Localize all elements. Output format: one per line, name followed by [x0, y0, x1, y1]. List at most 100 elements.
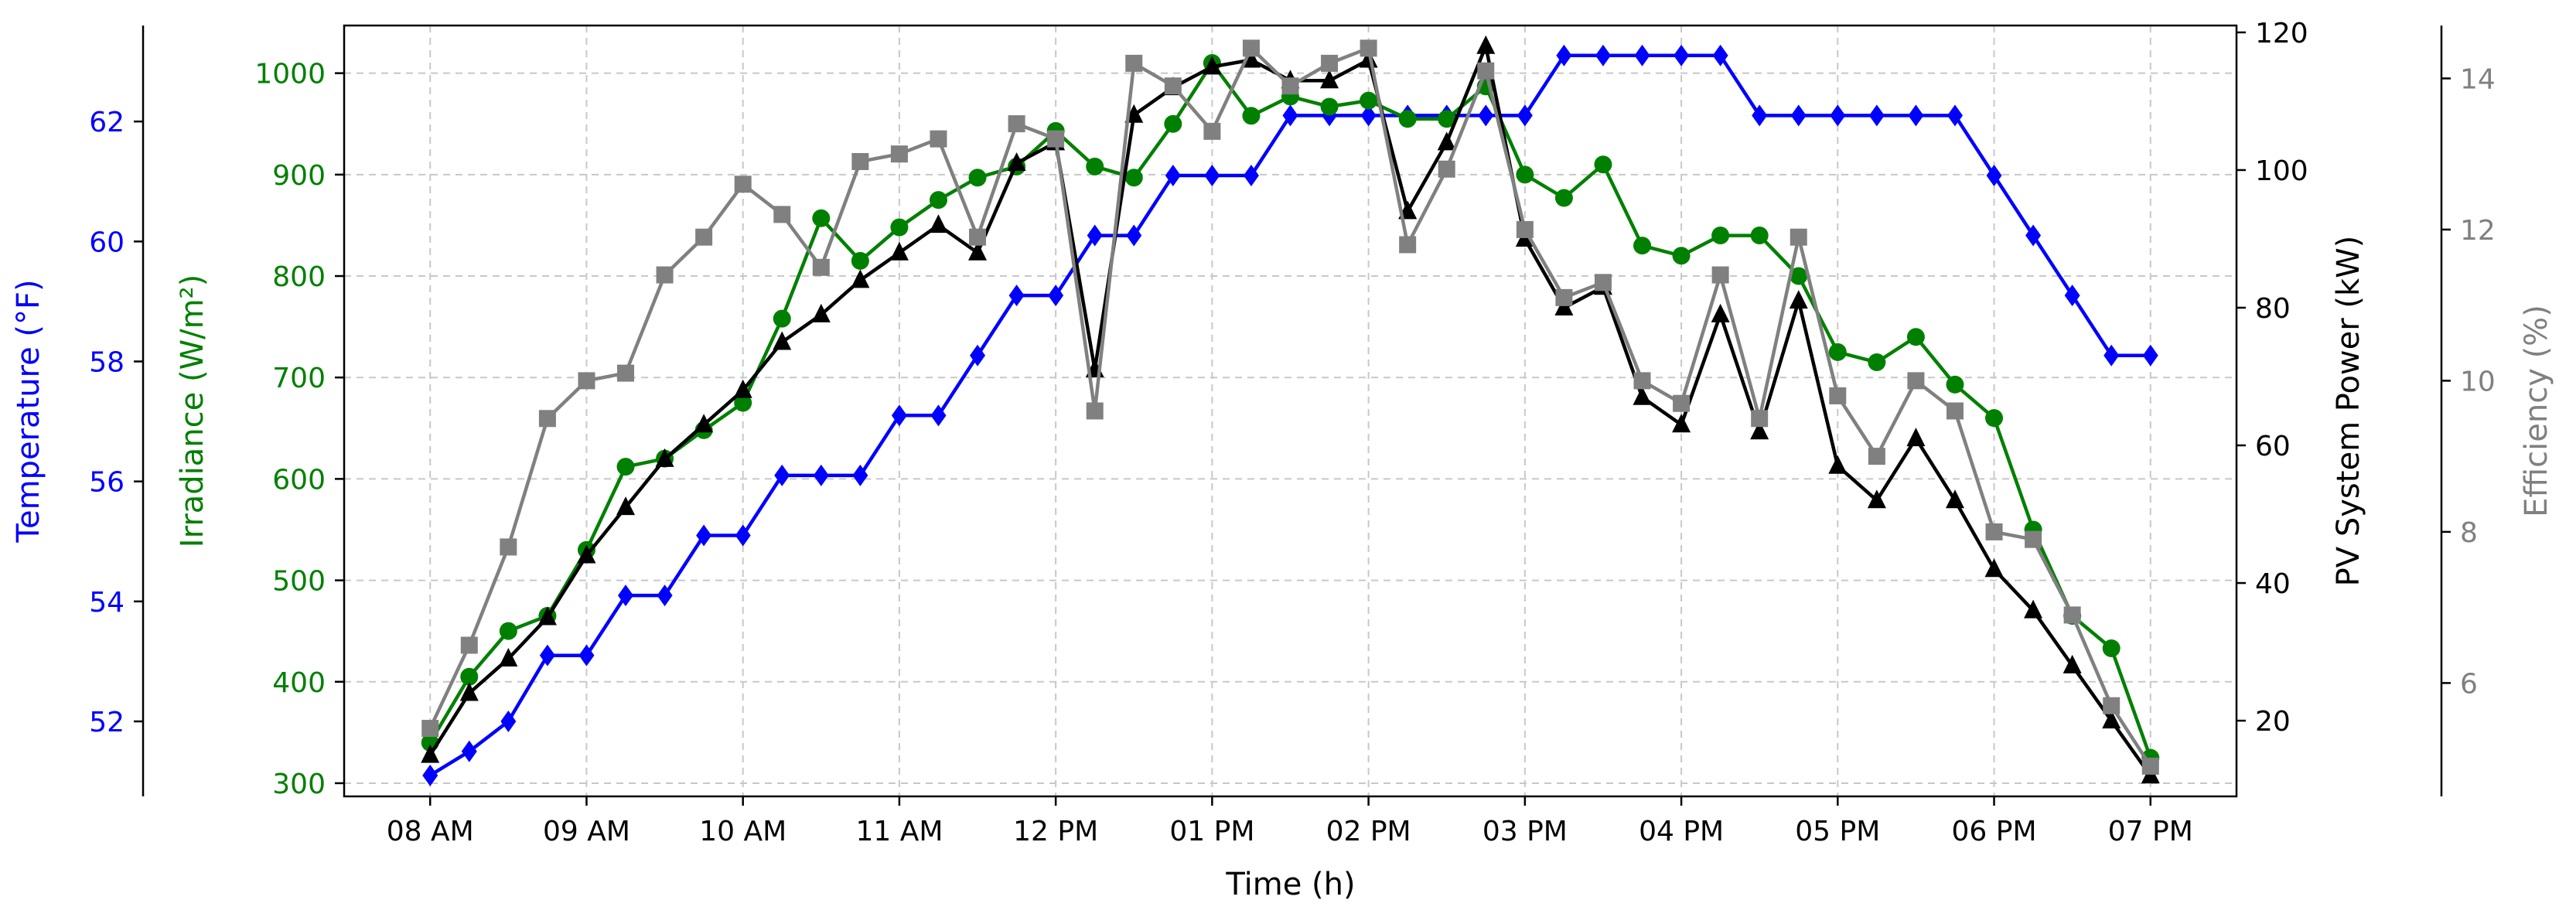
- efficiency-data-point: [1673, 394, 1691, 412]
- irradiance-tick-label: 900: [272, 160, 326, 192]
- temperature-data-point: [970, 344, 986, 366]
- efficiency-data-point: [812, 258, 830, 276]
- temperature-data-point: [813, 464, 829, 486]
- efficiency-data-point: [1751, 410, 1769, 428]
- irradiance-tick-label: 700: [272, 363, 326, 394]
- axes: 08 AM 09 AM 10 AM 11 AM 12 PM 01 PM 02 PM 03 PM…: [89, 18, 2496, 847]
- temperature-data-point: [1712, 44, 1728, 66]
- efficiency-data-point: [1477, 62, 1495, 80]
- efficiency-data-point: [1321, 54, 1339, 72]
- power-data-point: [1906, 428, 1926, 447]
- power-data-point: [2063, 654, 2082, 673]
- efficiency-data-point: [538, 410, 556, 428]
- power-data-point: [537, 606, 557, 626]
- efficiency-data-point: [1516, 220, 1534, 238]
- power-data-point: [1554, 296, 1574, 315]
- x-axis-title: Time (h): [1225, 867, 1355, 902]
- temperature-data-point: [1360, 104, 1377, 127]
- efficiency-data-point: [773, 206, 791, 223]
- power-data-point: [1750, 421, 1769, 440]
- temperature-data-point: [1830, 104, 1846, 127]
- temperature-data-point: [1087, 224, 1103, 247]
- power-data-point: [1984, 558, 2004, 578]
- irradiance-tick-label: 1000: [254, 59, 326, 90]
- power-data-point: [1789, 290, 1808, 309]
- efficiency-axis-title: Efficiency (%): [2519, 305, 2554, 517]
- irradiance-data-point: [812, 209, 831, 227]
- power-data-point: [1007, 152, 1026, 172]
- power-data-point: [1867, 489, 1886, 509]
- power-data-point: [421, 744, 440, 763]
- temperature-data-point: [1282, 104, 1298, 127]
- power-data-point: [1203, 56, 1222, 75]
- efficiency-data-point: [500, 538, 517, 556]
- temperature-data-point: [774, 464, 790, 486]
- power-data-point: [1320, 70, 1339, 89]
- x-tick-label: 09 AM: [543, 816, 630, 847]
- power-tick-label: 20: [2255, 706, 2291, 738]
- power-data-point: [773, 331, 792, 350]
- power-data-point: [1241, 49, 1261, 68]
- power-data-point: [1437, 131, 1456, 151]
- power-tick-label: 60: [2255, 431, 2291, 462]
- efficiency-data-point: [421, 720, 439, 738]
- efficiency-data-point: [1008, 115, 1025, 133]
- x-tick-label: 05 PM: [1795, 816, 1880, 847]
- temperature-axis-title: Temperature (°F): [11, 279, 46, 543]
- irradiance-data-point: [1633, 237, 1652, 255]
- irradiance-data-point: [499, 622, 517, 640]
- temperature-data-point: [696, 524, 712, 547]
- irradiance-data-point: [1985, 409, 2004, 428]
- efficiency-data-point: [2063, 606, 2081, 624]
- efficiency-data-point: [2141, 757, 2159, 775]
- temperature-data-point: [1595, 44, 1611, 66]
- irradiance-data-point: [1320, 97, 1339, 116]
- power-data-point: [577, 544, 596, 564]
- efficiency-data-point: [695, 228, 713, 246]
- power-data-point: [1828, 455, 1848, 474]
- efficiency-data-point: [1438, 160, 1455, 178]
- irradiance-data-point: [1594, 155, 1612, 174]
- efficiency-data-point: [1360, 39, 1377, 57]
- temperature-data-point: [1126, 224, 1142, 247]
- efficiency-tick-label: 10: [2460, 366, 2496, 397]
- efficiency-data-point: [1281, 77, 1299, 95]
- temperature-data-point: [852, 464, 868, 486]
- irradiance-data-point: [1086, 157, 1104, 176]
- irradiance-data-point: [1398, 110, 1417, 128]
- power-tick-label: 100: [2255, 155, 2308, 187]
- efficiency-data-point: [1203, 122, 1221, 140]
- power-data-point: [1711, 303, 1730, 322]
- temperature-data-point: [1986, 164, 2002, 186]
- efficiency-data-point: [1711, 266, 1729, 284]
- power-data-point: [655, 448, 674, 467]
- irradiance-tick-label: 300: [272, 769, 326, 800]
- temperature-data-point: [618, 585, 634, 607]
- irradiance-data-point: [1438, 110, 1456, 128]
- temperature-tick-label: 62: [89, 107, 125, 138]
- temperature-data-point: [1165, 164, 1181, 186]
- efficiency-tick-label: 12: [2460, 215, 2496, 247]
- irradiance-data-point: [1750, 227, 1769, 245]
- temperature-tick-label: 58: [89, 346, 125, 378]
- efficiency-data-point: [578, 372, 595, 390]
- efficiency-data-point: [1555, 288, 1573, 306]
- power-tick-label: 40: [2255, 568, 2291, 600]
- irradiance-data-point: [1790, 267, 1808, 285]
- power-data-point: [1633, 386, 1652, 405]
- irradiance-data-point: [2102, 639, 2121, 657]
- irradiance-data-point: [1906, 328, 1925, 346]
- irradiance-data-point: [1516, 165, 1534, 184]
- efficiency-tick-label: 6: [2460, 668, 2478, 700]
- irradiance-tick-label: 500: [272, 566, 326, 598]
- efficiency-data-point: [734, 176, 752, 193]
- irradiance-data-point: [1946, 375, 1964, 394]
- efficiency-data-point: [460, 636, 478, 654]
- temperature-data-point: [1634, 44, 1650, 66]
- power-data-point: [459, 682, 479, 701]
- x-tick-label: 08 AM: [387, 816, 474, 847]
- efficiency-tick-label: 14: [2460, 63, 2496, 95]
- temperature-data-point: [1048, 285, 1064, 307]
